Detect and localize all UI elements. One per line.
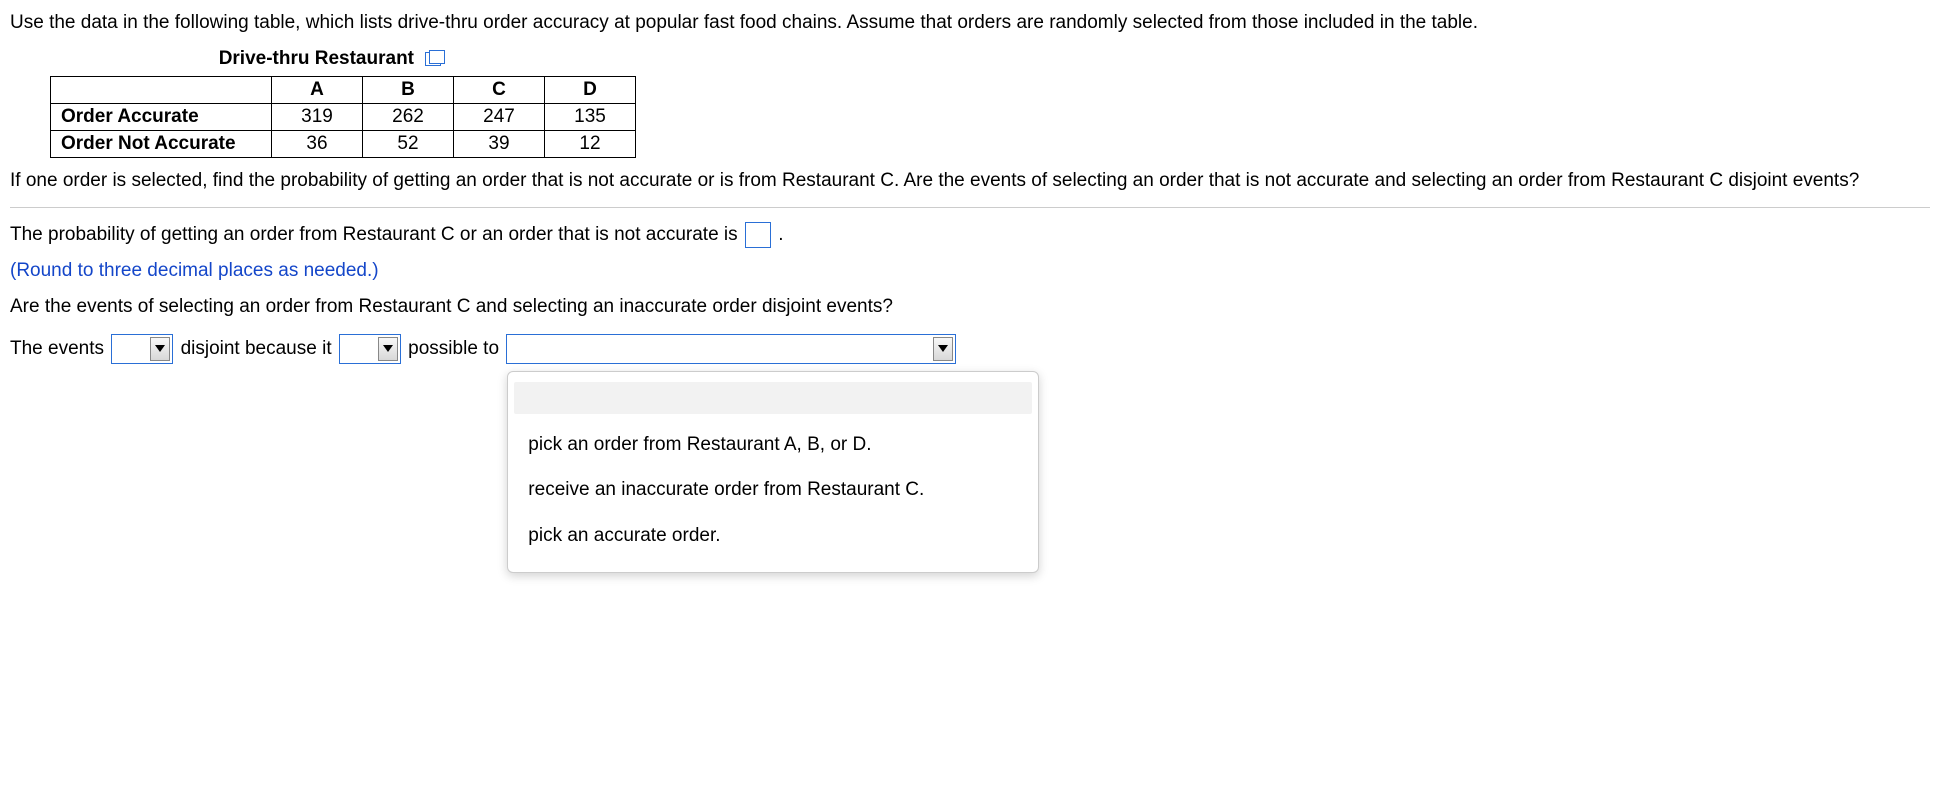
table-row: Order Not Accurate 36 52 39 12 — [51, 130, 636, 157]
sentence-part-1: The events — [10, 338, 109, 359]
table-corner — [51, 76, 272, 103]
intro-text: Use the data in the following table, whi… — [10, 10, 1930, 36]
chevron-down-icon — [378, 337, 398, 361]
dropdown-option[interactable]: pick an order from Restaurant A, B, or D… — [508, 422, 1038, 468]
cell: 135 — [545, 103, 636, 130]
probability-sentence: The probability of getting an order from… — [10, 222, 1930, 248]
row-label-not-accurate: Order Not Accurate — [51, 130, 272, 157]
col-a: A — [272, 76, 363, 103]
question-text: If one order is selected, find the proba… — [10, 168, 1930, 194]
dropdown-are-arenot[interactable] — [111, 334, 173, 364]
chevron-down-icon — [150, 337, 170, 361]
cell: 36 — [272, 130, 363, 157]
table-header-row: A B C D — [51, 76, 636, 103]
row-label-accurate: Order Accurate — [51, 103, 272, 130]
answer-sentence: The events disjoint because it possible … — [10, 334, 1930, 364]
popup-icon[interactable] — [425, 52, 441, 66]
sentence-part-2: disjoint because it — [181, 338, 337, 359]
round-hint: (Round to three decimal places as needed… — [10, 258, 1930, 284]
data-table: A B C D Order Accurate 319 262 247 135 O… — [50, 76, 636, 158]
disjoint-question: Are the events of selecting an order fro… — [10, 294, 1930, 320]
sentence-part-3: possible to — [408, 338, 504, 359]
cell: 52 — [363, 130, 454, 157]
dropdown-option[interactable]: pick an accurate order. — [508, 513, 1038, 559]
table-row: Order Accurate 319 262 247 135 — [51, 103, 636, 130]
chevron-down-icon — [933, 337, 953, 361]
cell: 262 — [363, 103, 454, 130]
dropdown-option[interactable]: receive an inaccurate order from Restaur… — [508, 467, 1038, 513]
cell: 39 — [454, 130, 545, 157]
divider — [10, 207, 1930, 208]
prob-suffix: . — [778, 224, 783, 245]
table-title-row: Drive-thru Restaurant — [50, 48, 610, 70]
table-title: Drive-thru Restaurant — [219, 48, 414, 69]
cell: 247 — [454, 103, 545, 130]
dropdown-menu: pick an order from Restaurant A, B, or D… — [507, 371, 1039, 574]
prob-prefix: The probability of getting an order from… — [10, 224, 743, 245]
col-c: C — [454, 76, 545, 103]
col-b: B — [363, 76, 454, 103]
table-container: Drive-thru Restaurant A B C D Order Accu… — [50, 48, 1930, 158]
probability-input[interactable] — [745, 222, 771, 248]
cell: 319 — [272, 103, 363, 130]
dropdown-option-blank[interactable] — [514, 382, 1032, 414]
dropdown-is-isnot[interactable] — [339, 334, 401, 364]
cell: 12 — [545, 130, 636, 157]
dropdown-reason[interactable]: pick an order from Restaurant A, B, or D… — [506, 334, 956, 364]
col-d: D — [545, 76, 636, 103]
